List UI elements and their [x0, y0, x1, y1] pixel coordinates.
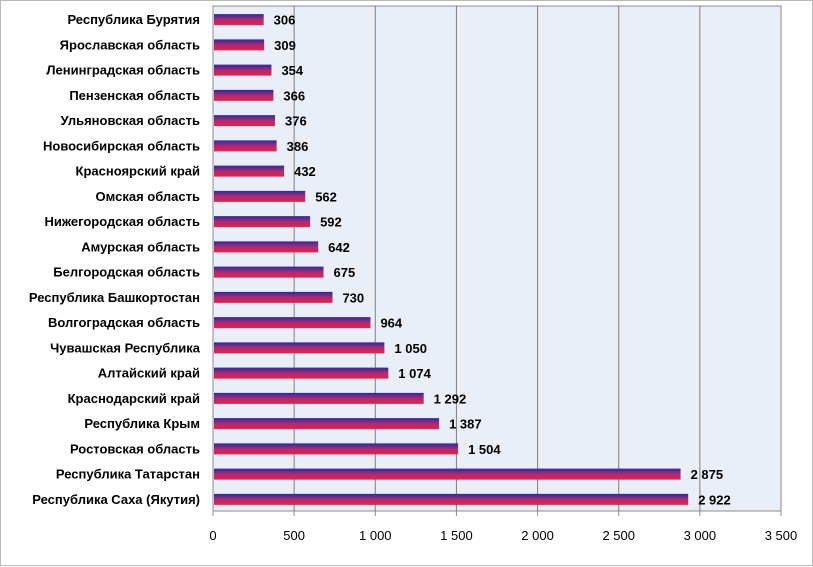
- value-label: 432: [294, 164, 316, 179]
- category-label: Нижегородская область: [44, 214, 200, 229]
- value-label: 354: [281, 63, 303, 78]
- bar: [214, 89, 274, 101]
- bar: [214, 342, 385, 354]
- x-tick-label: 3 000: [684, 528, 717, 543]
- category-label: Республика Татарстан: [56, 467, 200, 482]
- category-label: Красноярский край: [76, 164, 200, 179]
- value-label: 1 504: [468, 442, 501, 457]
- value-labels: 306 309 354 366 376 386 432 562 592 642 675 730 964 1…: [274, 13, 731, 508]
- category-label: Ростовская область: [70, 441, 200, 456]
- value-label: 964: [380, 316, 402, 331]
- x-tick-label: 2 500: [602, 528, 635, 543]
- bar: [214, 367, 389, 379]
- x-tick-label: 2 000: [521, 528, 554, 543]
- bar: [214, 165, 285, 177]
- value-label: 730: [342, 290, 364, 305]
- bar: [214, 317, 371, 329]
- category-label: Республика Башкортостан: [29, 290, 200, 305]
- category-label: Омская область: [96, 189, 200, 204]
- x-tick-label: 3 500: [765, 528, 798, 543]
- category-label: Республика Крым: [84, 416, 200, 431]
- category-label: Новосибирская область: [43, 138, 200, 153]
- plot-area: [212, 5, 782, 512]
- bar: [214, 241, 319, 253]
- value-label: 592: [320, 215, 342, 230]
- value-label: 306: [274, 13, 296, 28]
- bar: [214, 64, 272, 76]
- bar: [214, 291, 333, 303]
- category-label: Краснодарский край: [68, 391, 200, 406]
- category-label: Пензенская область: [69, 88, 200, 103]
- category-labels: Республика Бурятия Ярославская область Лен…: [29, 12, 201, 507]
- bar: [214, 14, 264, 26]
- bar: [214, 468, 681, 480]
- bars: [214, 14, 689, 505]
- value-label: 642: [328, 240, 350, 255]
- x-tick-label: 1 000: [359, 528, 392, 543]
- category-label: Волгоградская область: [48, 315, 200, 330]
- category-label: Амурская область: [81, 239, 200, 254]
- bar: [214, 266, 324, 278]
- x-tick-label: 1 500: [440, 528, 473, 543]
- bar: [214, 216, 311, 228]
- value-label: 1 050: [394, 341, 427, 356]
- category-label: Республика Саха (Якутия): [32, 492, 200, 507]
- value-label: 386: [287, 139, 309, 154]
- category-label: Ульяновская область: [61, 113, 200, 128]
- category-label: Ярославская область: [60, 37, 200, 52]
- value-label: 675: [334, 265, 356, 280]
- bar: [214, 115, 276, 127]
- bar: [214, 418, 440, 430]
- x-tick-label: 500: [283, 528, 305, 543]
- value-label: 366: [283, 88, 305, 103]
- bar: [214, 493, 689, 505]
- category-label: Белгородская область: [53, 265, 200, 280]
- value-label: 309: [274, 38, 296, 53]
- category-label: Алтайский край: [98, 366, 200, 381]
- value-label: 1 074: [398, 366, 431, 381]
- value-label: 376: [285, 114, 307, 129]
- value-label: 562: [315, 189, 337, 204]
- bar: [214, 443, 459, 455]
- x-tick-label: 0: [209, 528, 216, 543]
- category-label: Республика Бурятия: [67, 12, 200, 27]
- bar: [214, 190, 306, 202]
- bar: [214, 140, 277, 152]
- value-label: 1 292: [434, 391, 467, 406]
- value-label: 1 387: [449, 417, 482, 432]
- value-label: 2 922: [698, 492, 731, 507]
- bar: [214, 39, 265, 51]
- x-axis-ticks: 0 500 1 000 1 500 2 000 2 500 3 000 3 500: [209, 511, 797, 543]
- value-label: 2 875: [691, 467, 724, 482]
- category-label: Ленинградская область: [46, 63, 200, 78]
- category-label: Чувашская Республика: [50, 340, 201, 355]
- bar: [214, 392, 424, 404]
